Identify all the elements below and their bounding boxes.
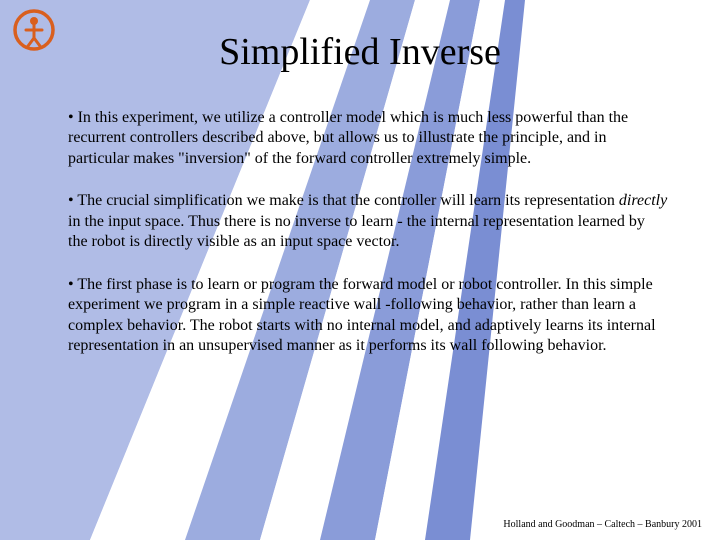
- bullet-2-post: in the input space. Thus there is no inv…: [68, 213, 645, 250]
- slide-footer: Holland and Goodman – Caltech – Banbury …: [503, 519, 702, 530]
- slide-body: • In this experiment, we utilize a contr…: [68, 108, 668, 357]
- bullet-2-pre: • The crucial simplification we make is …: [68, 192, 619, 209]
- bullet-1: • In this experiment, we utilize a contr…: [68, 108, 668, 169]
- slide-title: Simplified Inverse: [0, 30, 720, 74]
- bullet-3: • The first phase is to learn or program…: [68, 275, 668, 357]
- bullet-2-italic: directly: [619, 192, 667, 209]
- bullet-2: • The crucial simplification we make is …: [68, 191, 668, 252]
